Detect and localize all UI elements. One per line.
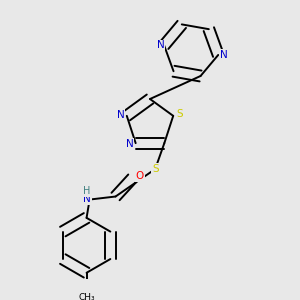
Text: H: H [83,186,91,196]
Text: N: N [83,194,91,204]
Text: CH₃: CH₃ [78,293,95,300]
Text: N: N [220,50,228,60]
Text: S: S [177,109,183,119]
Text: N: N [117,110,124,120]
Text: N: N [157,40,164,50]
Text: S: S [152,164,158,174]
Text: N: N [126,139,134,149]
Text: O: O [136,171,144,181]
